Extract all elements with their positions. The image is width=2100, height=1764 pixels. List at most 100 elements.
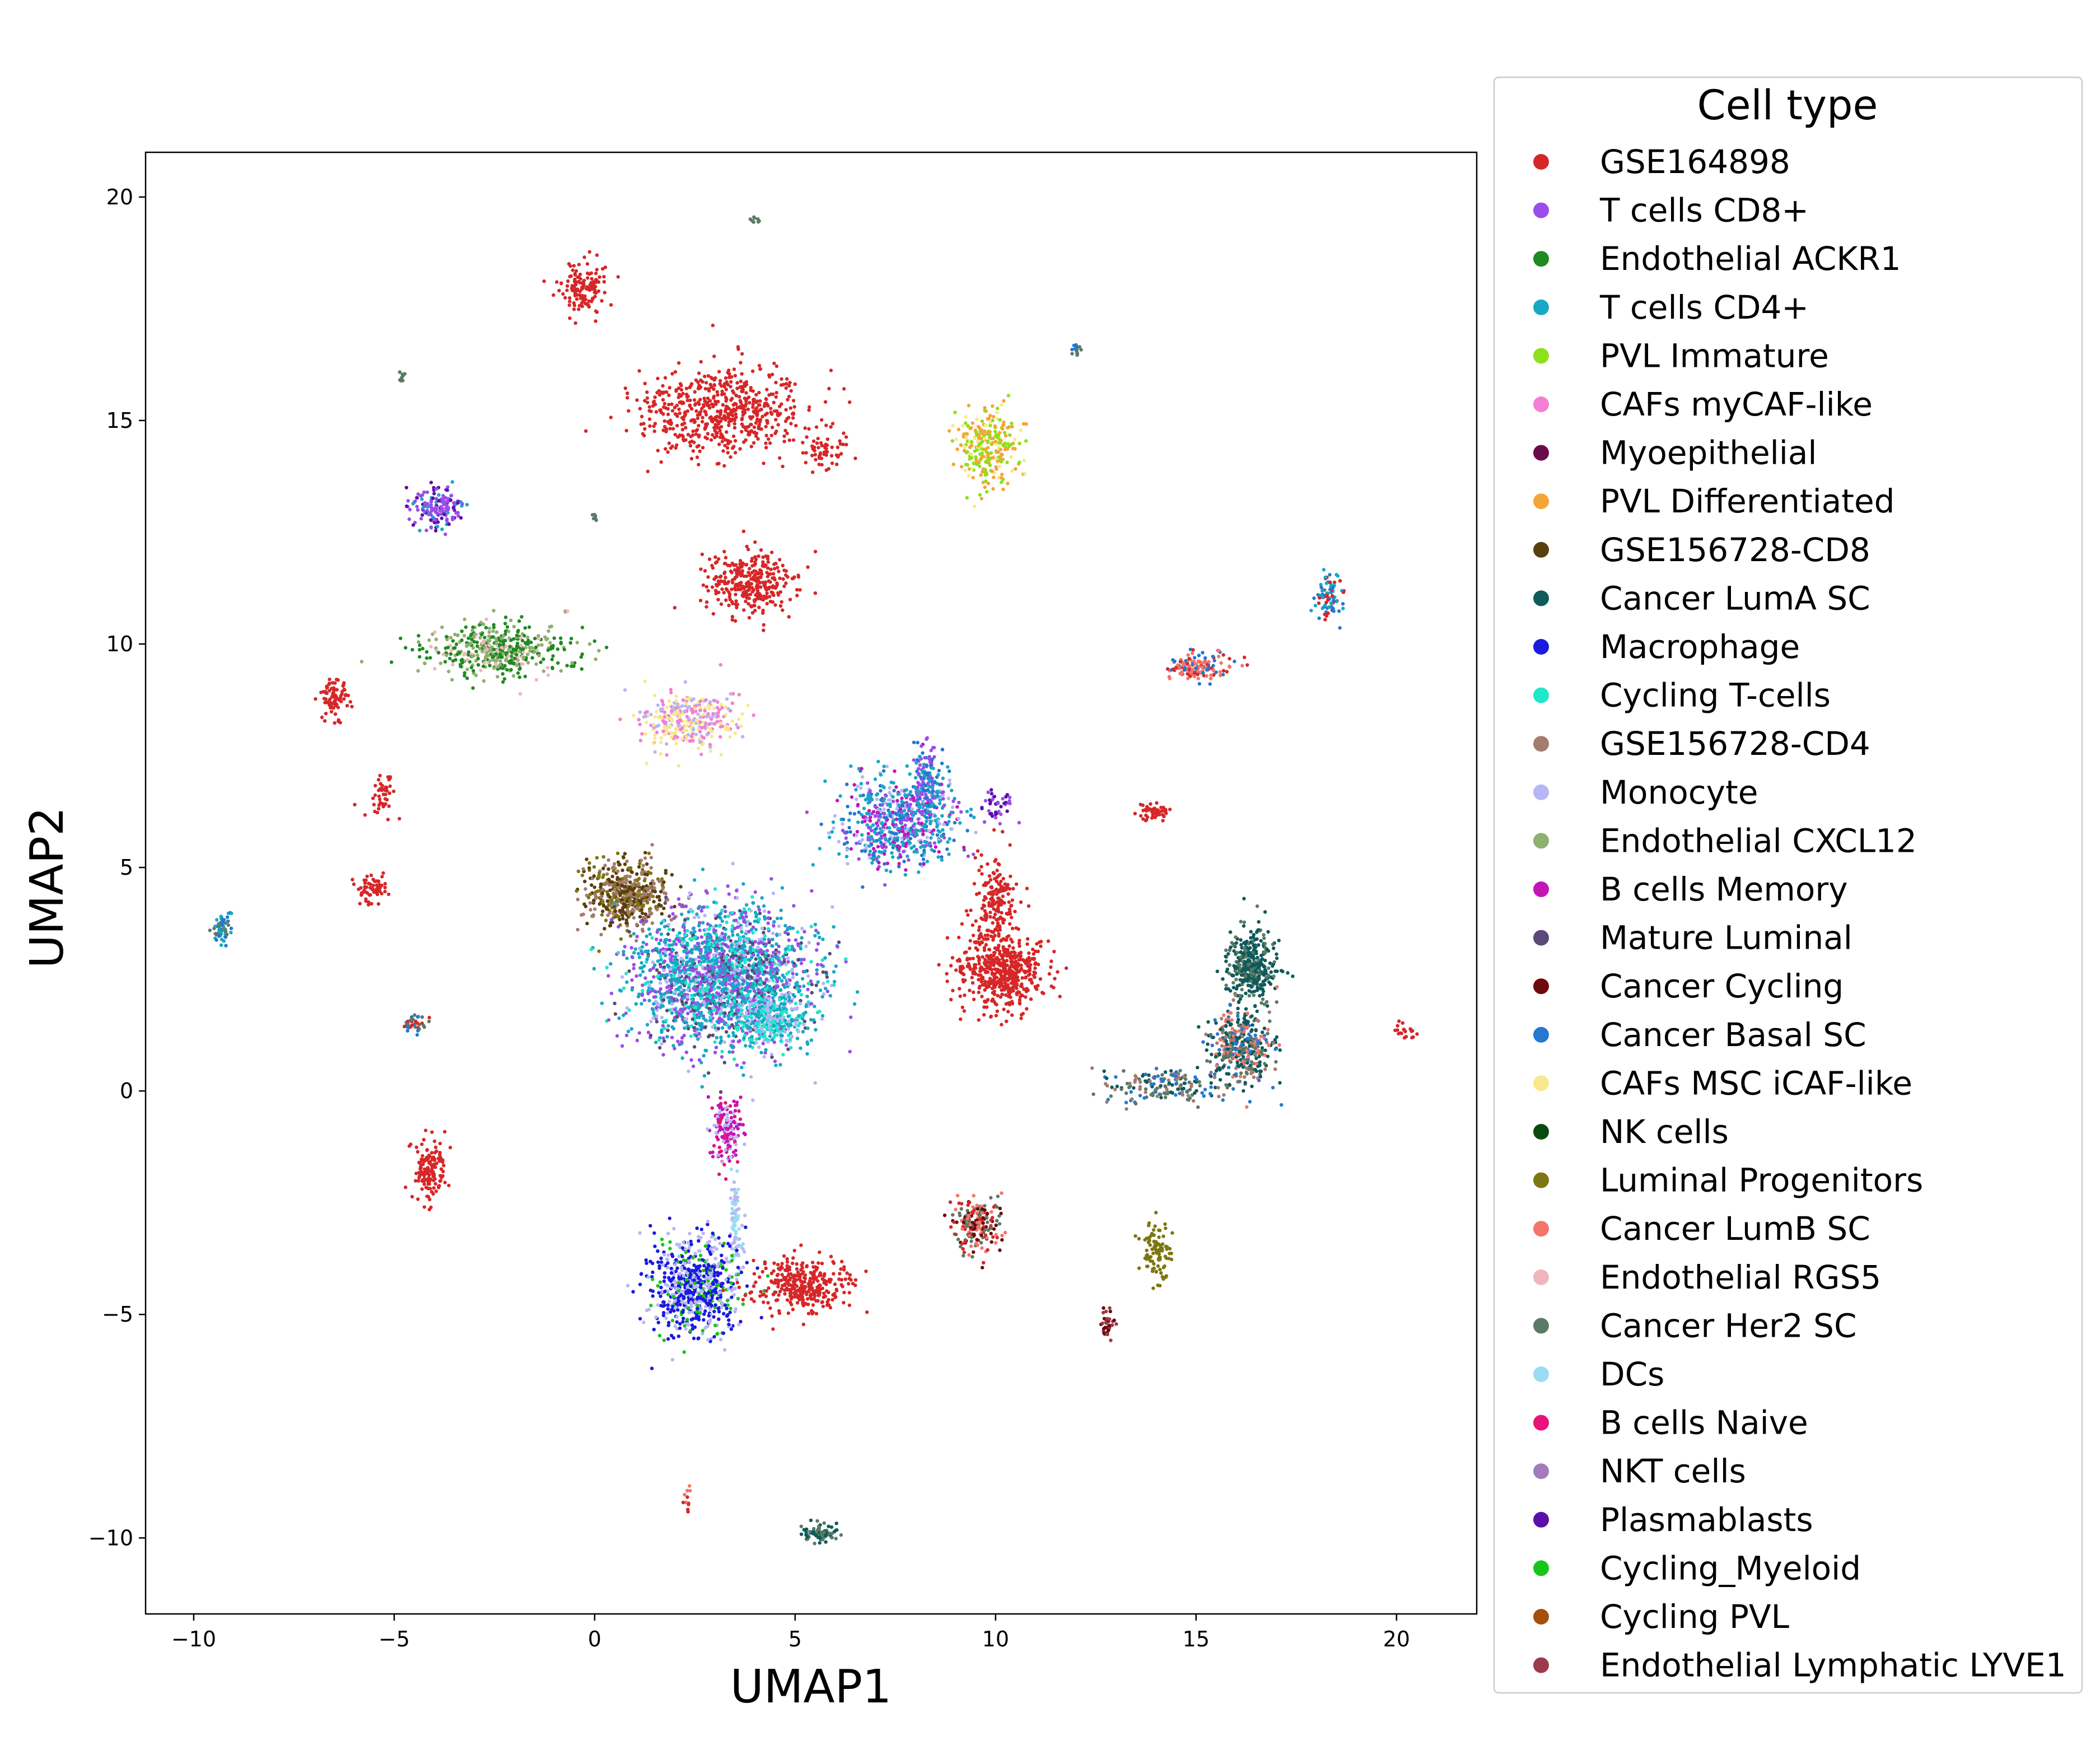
data-point: [645, 396, 650, 400]
data-point: [833, 814, 837, 818]
data-point: [505, 668, 509, 672]
data-point: [916, 785, 920, 790]
data-point: [465, 676, 469, 680]
data-point: [426, 505, 430, 509]
data-point: [789, 422, 793, 426]
data-point: [909, 826, 913, 830]
data-point: [681, 698, 685, 702]
data-point: [702, 725, 707, 729]
data-point: [758, 399, 762, 403]
data-point: [878, 850, 881, 854]
data-point: [387, 804, 391, 808]
data-point: [480, 650, 484, 654]
data-point: [1013, 437, 1017, 441]
data-point: [824, 423, 828, 427]
data-point: [829, 425, 833, 429]
data-point: [637, 717, 641, 722]
data-point: [938, 830, 942, 834]
data-point: [677, 361, 681, 365]
data-point: [653, 422, 657, 426]
data-point: [694, 428, 698, 433]
data-point: [783, 419, 788, 423]
data-point: [787, 615, 791, 619]
data-point: [696, 727, 701, 731]
data-point: [659, 736, 663, 740]
data-point: [653, 750, 657, 754]
data-point: [690, 707, 694, 711]
data-point: [527, 625, 531, 629]
data-point: [906, 854, 909, 858]
data-point: [806, 974, 810, 978]
data-point: [993, 430, 997, 433]
data-point: [953, 410, 957, 414]
data-point: [902, 850, 906, 853]
data-point: [645, 886, 648, 890]
cluster-6: [351, 871, 391, 907]
data-point: [703, 427, 707, 431]
data-point: [783, 923, 787, 928]
data-point: [984, 915, 988, 919]
data-point: [509, 638, 513, 642]
data-point: [381, 787, 385, 791]
data-point: [1024, 976, 1028, 980]
data-point: [618, 717, 622, 721]
data-point: [782, 584, 786, 589]
data-point: [494, 630, 498, 634]
data-point: [592, 967, 596, 971]
data-point: [419, 517, 423, 521]
data-point: [539, 660, 543, 664]
data-point: [453, 632, 457, 637]
data-point: [500, 646, 504, 650]
data-point: [1056, 970, 1060, 974]
data-point: [445, 654, 449, 657]
data-point: [966, 913, 970, 917]
data-point: [866, 793, 870, 797]
data-point: [608, 911, 612, 915]
data-point: [727, 603, 731, 608]
data-point: [962, 979, 965, 984]
data-point: [591, 280, 595, 284]
data-point: [740, 930, 744, 934]
data-point: [592, 639, 597, 643]
data-point: [908, 837, 913, 841]
data-point: [343, 693, 348, 698]
data-point: [992, 916, 996, 920]
data-point: [439, 1167, 444, 1171]
data-point: [1026, 904, 1031, 908]
data-point: [701, 419, 704, 424]
data-point: [972, 461, 976, 465]
data-point: [575, 287, 580, 291]
data-point: [640, 1002, 643, 1006]
data-point: [738, 559, 743, 563]
data-point: [929, 800, 934, 804]
data-point: [594, 896, 598, 900]
data-point: [998, 968, 1002, 973]
data-point: [669, 688, 673, 692]
data-point: [753, 560, 757, 564]
data-point: [500, 655, 504, 659]
data-point: [674, 699, 678, 703]
data-point: [867, 809, 871, 813]
data-point: [1038, 977, 1043, 981]
data-point: [655, 390, 659, 395]
data-point: [433, 1157, 437, 1161]
data-point: [707, 722, 711, 726]
cluster-4: [314, 678, 354, 725]
data-point: [1007, 1002, 1012, 1007]
data-point: [566, 279, 570, 283]
data-point: [1017, 958, 1021, 962]
data-point: [638, 722, 642, 726]
data-point: [847, 825, 851, 830]
data-point: [743, 411, 747, 415]
data-point: [342, 688, 346, 692]
data-point: [557, 288, 561, 293]
data-point: [385, 786, 389, 790]
data-point: [1007, 944, 1011, 948]
data-point: [956, 427, 961, 432]
data-point: [702, 403, 706, 407]
data-point: [433, 1182, 437, 1186]
data-point: [599, 895, 603, 899]
data-point: [855, 797, 858, 801]
data-point: [442, 1164, 446, 1168]
data-point: [642, 998, 647, 1002]
